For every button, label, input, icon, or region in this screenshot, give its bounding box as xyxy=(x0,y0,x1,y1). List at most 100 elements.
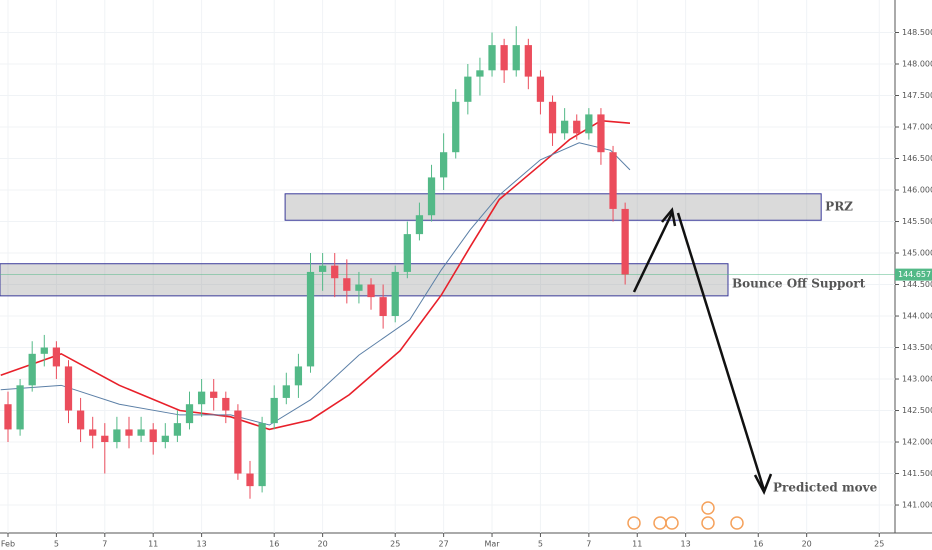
y-tick-label: 142.500 xyxy=(902,406,932,415)
candle-body xyxy=(391,271,399,317)
candle-body xyxy=(161,435,169,443)
arrow-head xyxy=(753,473,773,496)
x-tick-label: 20 xyxy=(318,540,328,549)
candle-body xyxy=(379,297,387,317)
candle-body xyxy=(234,410,242,474)
candle-body xyxy=(488,45,496,71)
y-tick-label: 143.000 xyxy=(902,375,932,384)
x-tick-label: 5 xyxy=(54,540,59,549)
candle-body xyxy=(64,366,73,411)
candle-body xyxy=(452,101,460,153)
y-tick-label: 143.500 xyxy=(902,343,932,352)
candle-body xyxy=(52,347,61,367)
arrow-down xyxy=(676,212,766,491)
last-price-box xyxy=(895,268,932,281)
candle-body xyxy=(548,101,557,134)
x-tick-label: 25 xyxy=(874,540,884,549)
x-tick-label: 25 xyxy=(390,540,400,549)
x-tick-label: 11 xyxy=(148,540,158,549)
moving-average xyxy=(0,142,631,426)
candle-body xyxy=(464,76,472,102)
x-tick-label: 7 xyxy=(586,540,591,549)
y-tick-label: 148.500 xyxy=(902,28,932,37)
candle-body xyxy=(476,70,484,77)
candle-body xyxy=(125,429,133,436)
candle-body xyxy=(89,429,97,436)
candle-body xyxy=(282,385,290,398)
candle-body xyxy=(149,429,157,443)
event-icons xyxy=(627,501,744,530)
y-tick-label: 146.000 xyxy=(902,186,932,195)
zone-label: Bounce Off Support xyxy=(732,276,866,290)
candle-body xyxy=(318,265,327,272)
candle-body xyxy=(294,366,303,386)
x-tick-label: Feb xyxy=(1,540,15,549)
candle-body xyxy=(439,152,448,178)
candle-body xyxy=(137,429,145,436)
candle-body xyxy=(415,215,424,235)
event-icon xyxy=(665,516,679,530)
candle-body xyxy=(16,385,24,430)
y-tick-label: 145.500 xyxy=(902,217,932,226)
candle-body xyxy=(197,391,206,405)
candle-body xyxy=(536,76,545,102)
candle-body xyxy=(573,120,581,134)
x-tick-label: 13 xyxy=(681,540,691,549)
y-tick-label: 147.500 xyxy=(902,91,932,100)
y-tick-label: 144.500 xyxy=(902,280,932,289)
moving-average xyxy=(0,119,631,431)
event-icon xyxy=(701,516,715,530)
annotation: Predicted move xyxy=(773,481,878,495)
y-tick-label: 144.000 xyxy=(902,312,932,321)
candle-body xyxy=(609,152,617,209)
x-tick-label: 16 xyxy=(753,540,763,549)
candle-body xyxy=(343,278,351,291)
candle-body xyxy=(185,404,194,424)
x-tick-label: 16 xyxy=(269,540,279,549)
y-tick-label: 141.000 xyxy=(902,501,932,510)
x-tick-label: 20 xyxy=(802,540,812,549)
candle-body xyxy=(210,391,218,398)
zone xyxy=(284,193,822,221)
candle-body xyxy=(258,423,266,487)
zone xyxy=(0,263,729,297)
candle-body xyxy=(331,265,339,279)
x-tick-label: 7 xyxy=(102,540,107,549)
zone-label: PRZ xyxy=(825,200,853,214)
last-price-label: 144.657 xyxy=(898,270,931,279)
arrow-head xyxy=(661,207,677,227)
candle-body xyxy=(4,404,12,430)
candle-body xyxy=(512,45,520,71)
candle-body xyxy=(306,271,315,367)
candle-body xyxy=(427,177,436,216)
x-tick-label: 11 xyxy=(632,540,642,549)
candle-body xyxy=(367,284,375,298)
y-tick-label: 148.000 xyxy=(902,60,932,69)
candle-body xyxy=(403,234,411,272)
candle-body xyxy=(246,473,254,487)
candle-body xyxy=(28,353,36,386)
candle-body xyxy=(40,347,48,354)
candle-body xyxy=(597,114,605,153)
candle-body xyxy=(270,397,278,424)
arrow-up xyxy=(632,212,674,293)
x-tick-label: 5 xyxy=(538,540,543,549)
y-tick-label: 147.000 xyxy=(902,123,932,132)
event-icon xyxy=(701,501,715,515)
x-tick-label: 27 xyxy=(439,540,449,549)
candle-body xyxy=(500,45,508,71)
event-icon xyxy=(730,516,744,530)
candle-body xyxy=(585,114,593,134)
candle-body xyxy=(76,410,85,430)
candle-body xyxy=(524,45,532,77)
candle-body xyxy=(561,120,569,134)
y-tick-label: 142.000 xyxy=(902,438,932,447)
arrows xyxy=(632,207,773,496)
event-icon xyxy=(627,516,641,530)
candle-body xyxy=(222,397,230,411)
candle-body xyxy=(173,423,182,436)
candle-body xyxy=(621,208,629,275)
